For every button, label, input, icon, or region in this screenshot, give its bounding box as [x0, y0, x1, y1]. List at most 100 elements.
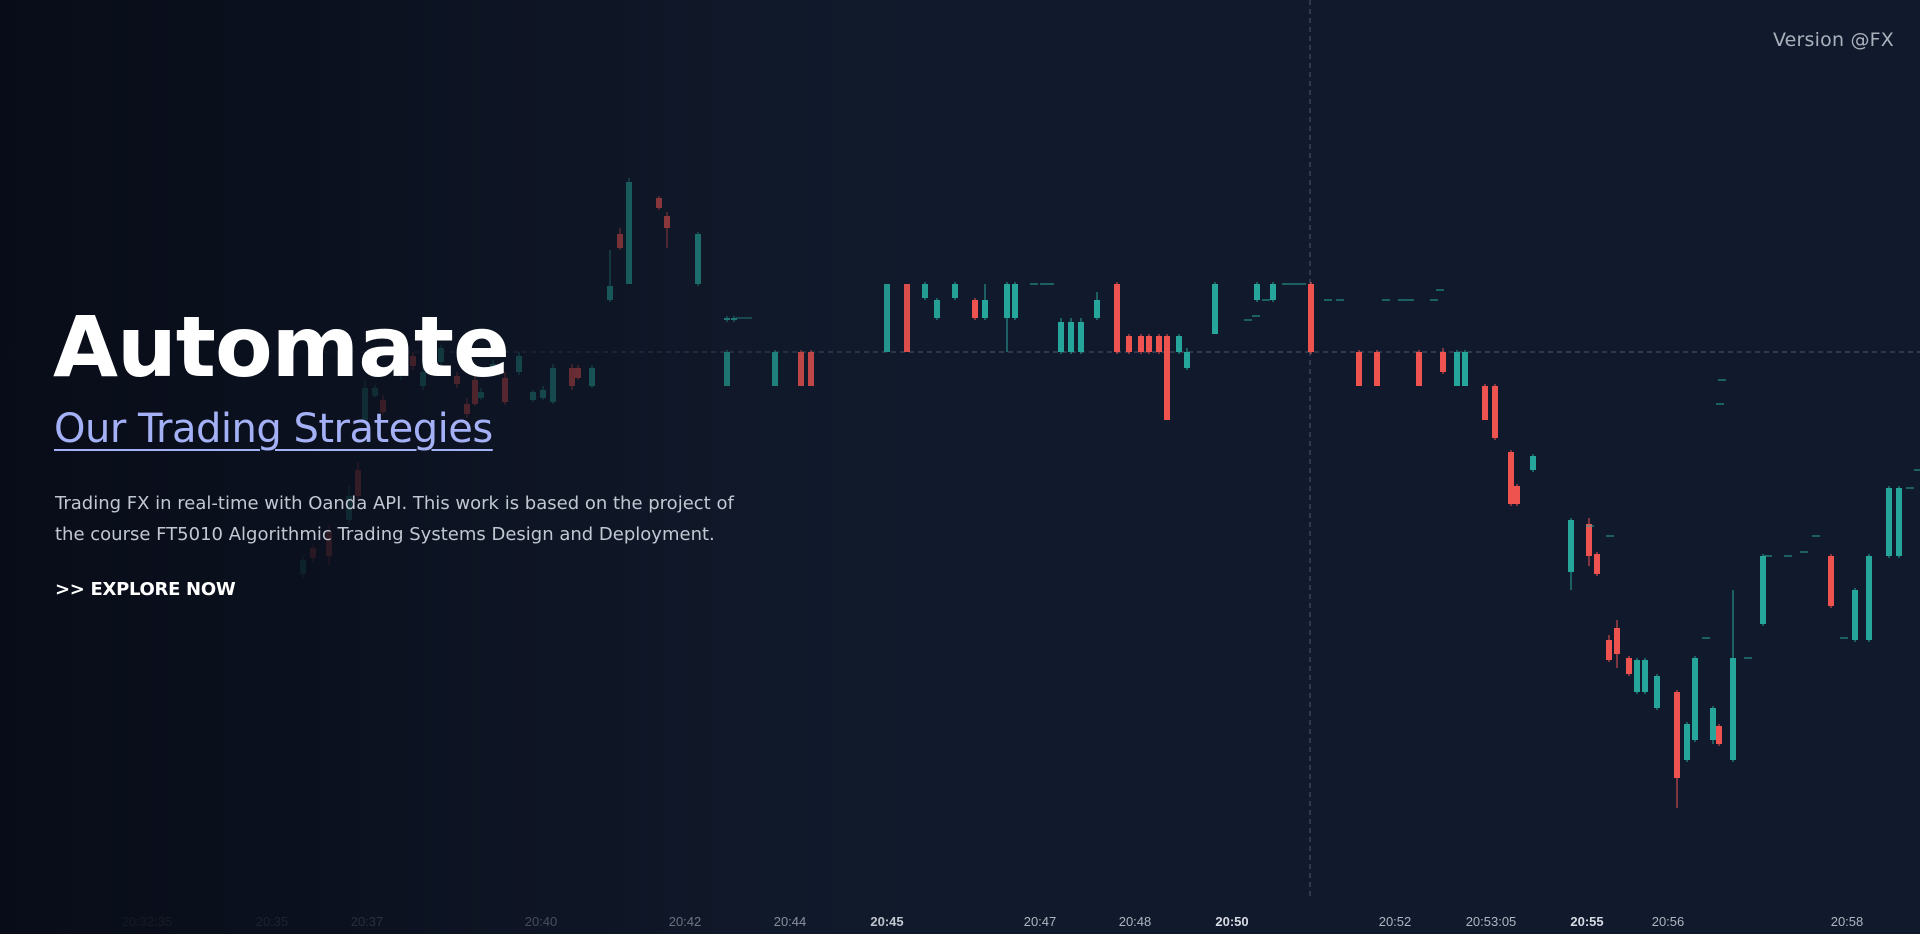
- candle-body: [1692, 658, 1698, 740]
- time-axis-tick-label: 20:32:35: [122, 914, 173, 929]
- candle-body: [1514, 486, 1520, 504]
- time-axis-tick-label: 20:53:05: [1466, 914, 1517, 929]
- candle-body: [1454, 352, 1460, 386]
- candle-body: [1058, 322, 1064, 352]
- candle-body: [1146, 336, 1152, 352]
- strategies-link[interactable]: Our Trading Strategies: [54, 406, 493, 452]
- candle-body: [1254, 284, 1260, 300]
- candle-body: [1866, 556, 1872, 640]
- candle-body: [589, 368, 595, 386]
- candle-body: [1654, 676, 1660, 708]
- candle-body: [530, 392, 536, 400]
- candle-body: [1482, 386, 1488, 420]
- candle-body: [1078, 322, 1084, 352]
- description-line-1: Trading FX in real-time with Oanda API. …: [55, 493, 734, 514]
- time-axis-tick-label: 20:35: [256, 914, 289, 929]
- candle-body: [1138, 336, 1144, 352]
- hero-description: Trading FX in real-time with Oanda API. …: [55, 488, 755, 550]
- candle-body: [1730, 658, 1736, 760]
- time-axis-tick-label: 20:52: [1379, 914, 1412, 929]
- candle-body: [626, 182, 632, 284]
- candle-body: [1094, 300, 1100, 318]
- candle-body: [656, 198, 662, 208]
- candle-body: [664, 216, 670, 228]
- time-axis-tick-label: 20:55: [1570, 914, 1603, 929]
- candle-body: [1642, 660, 1648, 692]
- candle-body: [1184, 352, 1190, 368]
- time-axis-tick-label: 20:47: [1024, 914, 1057, 929]
- candle-body: [1530, 456, 1536, 470]
- candle-body: [922, 284, 928, 298]
- candle-body: [884, 284, 890, 352]
- candle-body: [1594, 554, 1600, 574]
- candle-body: [1828, 556, 1834, 606]
- candle-body: [617, 234, 623, 248]
- candle-body: [1156, 336, 1162, 352]
- candle-body: [1568, 520, 1574, 572]
- candle-body: [1606, 640, 1612, 660]
- candle-body: [1270, 284, 1276, 300]
- candle-body: [569, 368, 575, 386]
- explore-now-button[interactable]: >> EXPLORE NOW: [55, 579, 236, 600]
- candle-body: [772, 352, 778, 386]
- candle-body: [1012, 284, 1018, 318]
- candle-body: [904, 284, 910, 352]
- candle-body: [516, 356, 522, 372]
- candle-body: [724, 318, 730, 320]
- candle-body: [1374, 352, 1380, 386]
- hero-title: Automate: [53, 298, 510, 396]
- candle-body: [550, 368, 556, 402]
- time-axis-tick-label: 20:37: [351, 914, 384, 929]
- candle-body: [575, 368, 581, 378]
- candle-body: [1212, 284, 1218, 334]
- time-axis-tick-label: 20:42: [669, 914, 702, 929]
- candle-body: [1614, 628, 1620, 654]
- candle-body: [952, 284, 958, 298]
- candle-body: [300, 560, 306, 574]
- time-axis-tick-label: 20:50: [1215, 914, 1248, 929]
- candle-body: [1896, 488, 1902, 556]
- time-axis-tick-label: 20:40: [525, 914, 558, 929]
- candle-body: [1356, 352, 1362, 386]
- candle-body: [1462, 352, 1468, 386]
- candle-body: [1068, 322, 1074, 352]
- candle-body: [1886, 488, 1892, 556]
- candle-body: [724, 352, 730, 386]
- candle-body: [982, 300, 988, 318]
- description-line-2: the course FT5010 Algorithmic Trading Sy…: [55, 524, 715, 545]
- candle-body: [1308, 284, 1314, 352]
- time-axis-tick-label: 20:58: [1831, 914, 1864, 929]
- candle-body: [1710, 708, 1716, 740]
- time-axis-tick-label: 20:56: [1652, 914, 1685, 929]
- candle-body: [1716, 726, 1722, 744]
- candle-body: [1004, 284, 1010, 318]
- time-axis-tick-label: 20:45: [870, 914, 903, 929]
- candle-body: [1114, 284, 1120, 352]
- candle-body: [1164, 336, 1170, 420]
- candle-body: [1416, 352, 1422, 386]
- candle-body: [1760, 556, 1766, 624]
- candle-body: [1586, 524, 1592, 556]
- candle-body: [540, 390, 546, 398]
- candle-body: [1684, 724, 1690, 760]
- candle-body: [695, 234, 701, 284]
- candle-body: [1176, 336, 1182, 352]
- candle-body: [808, 352, 814, 386]
- time-axis-tick-label: 20:48: [1119, 914, 1152, 929]
- candle-body: [1126, 336, 1132, 352]
- candle-body: [972, 300, 978, 318]
- candle-body: [1508, 452, 1514, 504]
- time-axis-tick-label: 20:44: [774, 914, 807, 929]
- candle-body: [1634, 660, 1640, 692]
- candle-body: [1440, 352, 1446, 372]
- candle-body: [1626, 658, 1632, 674]
- version-label: Version @FX: [1772, 29, 1894, 51]
- candle-body: [1852, 590, 1858, 640]
- candle-body: [934, 300, 940, 318]
- candle-body: [1674, 692, 1680, 778]
- candle-body: [607, 286, 613, 300]
- candle-body: [1492, 386, 1498, 438]
- candle-body: [798, 352, 804, 386]
